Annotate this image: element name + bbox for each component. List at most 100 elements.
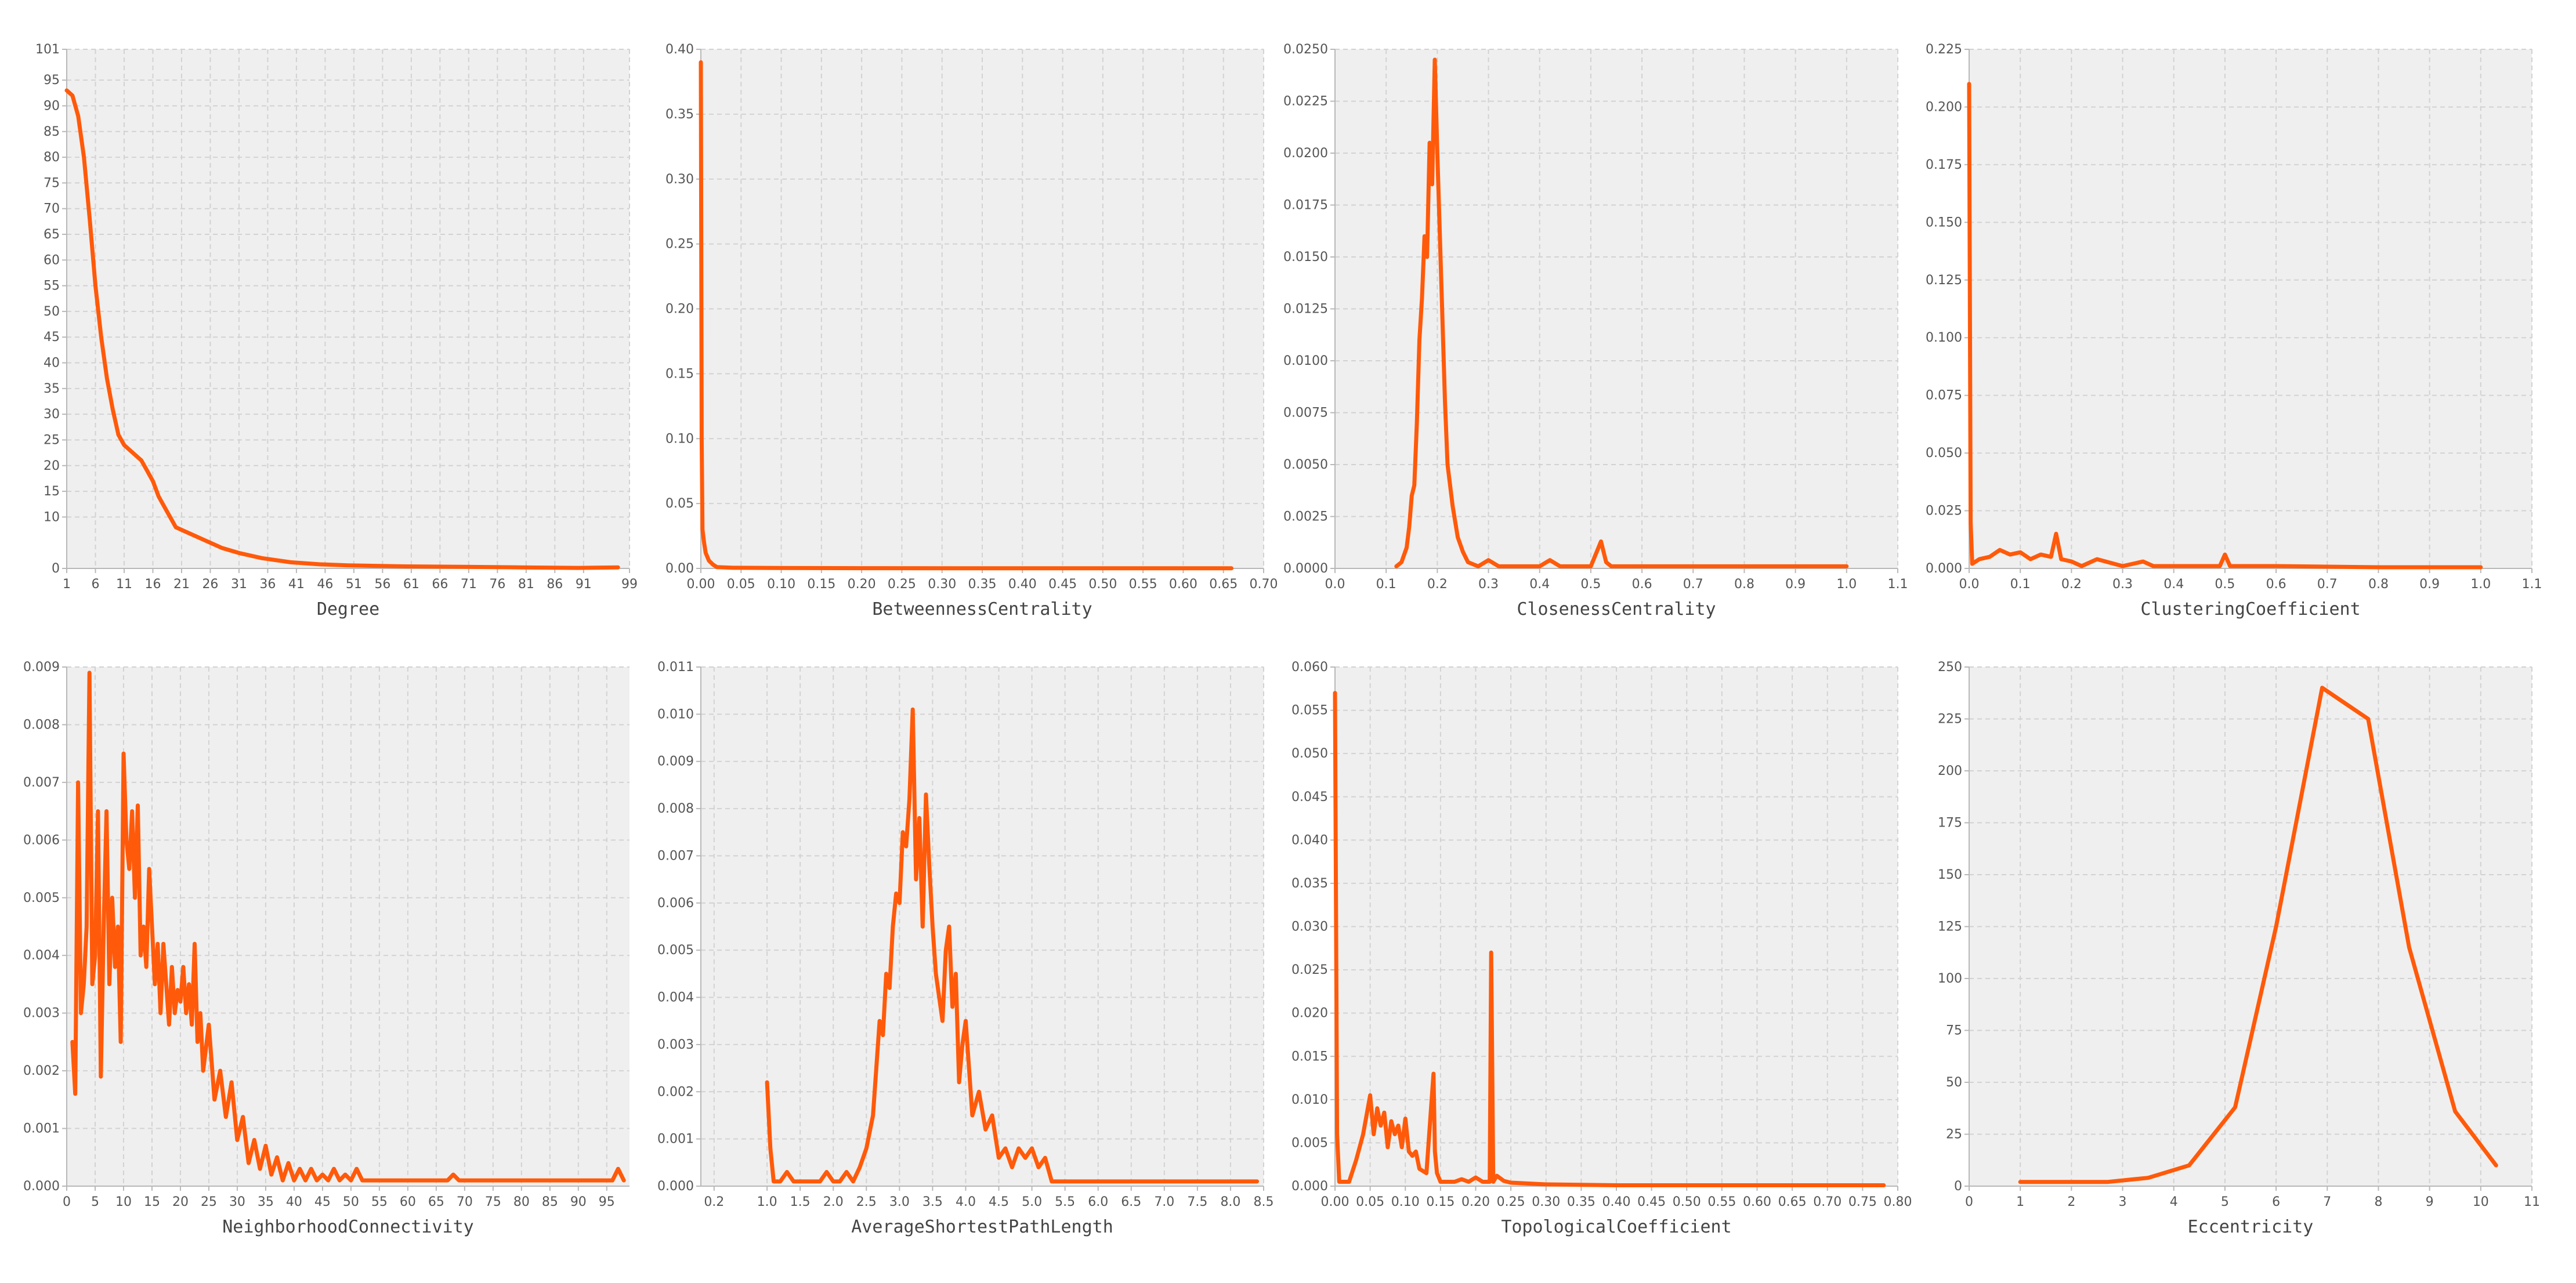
y-tick-label: 0.008 bbox=[657, 802, 694, 816]
y-tick-label: 0.035 bbox=[1291, 876, 1328, 891]
x-tick-label: 9 bbox=[2426, 1195, 2434, 1209]
x-tick-label: 3.5 bbox=[922, 1195, 943, 1209]
x-tick-label: 1.0 bbox=[757, 1195, 777, 1209]
y-tick-label: 0.006 bbox=[657, 896, 694, 911]
y-tick-label: 0.050 bbox=[1291, 746, 1328, 761]
y-tick-label: 95 bbox=[44, 73, 60, 88]
y-tick-label: 0.00 bbox=[665, 561, 694, 576]
y-tick-label: 25 bbox=[44, 433, 60, 447]
y-tick-label: 0.011 bbox=[657, 660, 694, 675]
x-tick-label: 75 bbox=[485, 1195, 501, 1209]
chart-svg: 1 6 11 16 21 26 31 36 41 46 51 56 61 66 71 76 81 86 91 9901… bbox=[35, 42, 638, 619]
x-tick-label: 1.1 bbox=[2522, 577, 2542, 592]
x-tick-label: 0.10 bbox=[767, 577, 795, 592]
x-tick-label: 1.5 bbox=[790, 1195, 811, 1209]
x-tick-label: 0.30 bbox=[1532, 1195, 1560, 1209]
y-tick-label: 0.35 bbox=[665, 107, 694, 122]
x-tick-label: 0.70 bbox=[1813, 1195, 1841, 1209]
series-line bbox=[1394, 57, 1849, 568]
x-tick-label: 6.5 bbox=[1121, 1195, 1141, 1209]
y-tick-label: 0.004 bbox=[657, 991, 694, 1005]
series-line bbox=[1333, 691, 1886, 1187]
y-tick-label: 0.000 bbox=[1926, 561, 1962, 576]
chart-panel-clustering-coefficient: 0.0 0.1 0.2 0.3 0.4 0.5 0.6 0.7 0.8 0.9 1.0 1.1 0.00… bbox=[1926, 38, 2542, 632]
x-tick-label: 0.45 bbox=[1048, 577, 1077, 592]
y-tick-label: 10 bbox=[44, 510, 60, 524]
y-tick-label: 0.0150 bbox=[1283, 250, 1328, 264]
y-tick-label: 0.225 bbox=[1926, 42, 1962, 57]
x-tick-label: 0.60 bbox=[1169, 577, 1197, 592]
chart-panel-eccentricity: 0 1 2 3 4 5 6 7 8 9 10 11 0 25 50 75 100 125 150 175 200 225 2… bbox=[1934, 655, 2541, 1250]
x-tick-label: 0.3 bbox=[2112, 577, 2133, 592]
y-tick-label: 0.040 bbox=[1291, 833, 1328, 847]
y-tick-label: 175 bbox=[1938, 816, 1962, 831]
x-tick-label: 0.1 bbox=[2010, 577, 2031, 592]
x-tick-label: 0.9 bbox=[1785, 577, 1806, 592]
y-tick-label: 100 bbox=[1938, 972, 1962, 986]
x-tick-label: 85 bbox=[542, 1195, 558, 1209]
x-tick-label: 95 bbox=[599, 1195, 615, 1209]
x-tick-label: 3 bbox=[2119, 1195, 2127, 1209]
y-tick-label: 0.006 bbox=[23, 833, 60, 847]
y-tick-label: 0.075 bbox=[1926, 389, 1962, 403]
x-tick-label: 81 bbox=[518, 577, 534, 592]
y-tick-label: 0.003 bbox=[23, 1006, 60, 1021]
x-tick-label: 0.05 bbox=[727, 577, 755, 592]
y-tick-label: 50 bbox=[1946, 1075, 1962, 1090]
x-tick-label: 0.25 bbox=[888, 577, 916, 592]
x-axis-title: NeighborhoodConnectivity bbox=[222, 1217, 473, 1237]
x-tick-label: 4 bbox=[2170, 1195, 2178, 1209]
y-tick-label: 25 bbox=[1946, 1128, 1962, 1142]
y-tick-label: 0.008 bbox=[23, 717, 60, 732]
y-tick-label: 0.0000 bbox=[1283, 561, 1328, 576]
x-axis-title: ClosenessCentrality bbox=[1517, 599, 1716, 619]
x-tick-label: 0.9 bbox=[2419, 577, 2440, 592]
y-tick-label: 0.009 bbox=[23, 660, 60, 675]
x-tick-label: 10 bbox=[2473, 1195, 2489, 1209]
y-tick-label: 0.005 bbox=[23, 891, 60, 905]
x-tick-label: 21 bbox=[173, 577, 190, 592]
x-tick-label: 0.05 bbox=[1356, 1195, 1384, 1209]
y-tick-label: 45 bbox=[44, 330, 60, 345]
x-tick-label: 11 bbox=[2524, 1195, 2540, 1209]
y-tick-label: 0.0225 bbox=[1283, 95, 1328, 109]
plot-area bbox=[1969, 49, 2532, 568]
x-tick-label: 2.5 bbox=[856, 1195, 877, 1209]
plot-area bbox=[67, 667, 629, 1186]
y-tick-label: 0.10 bbox=[665, 432, 694, 446]
x-tick-label: 46 bbox=[317, 577, 333, 592]
x-tick-label: 0.00 bbox=[1321, 1195, 1349, 1209]
y-tick-label: 90 bbox=[44, 99, 60, 113]
x-axis-title: BetweennessCentrality bbox=[872, 599, 1092, 619]
chart-svg: 0.0 0.1 0.2 0.3 0.4 0.5 0.6 0.7 0.8 0.9 1.0 1.1 0.00… bbox=[1926, 42, 2542, 619]
x-tick-label: 0.3 bbox=[1478, 577, 1499, 592]
x-tick-label: 40 bbox=[286, 1195, 302, 1209]
x-tick-label: 70 bbox=[457, 1195, 473, 1209]
x-tick-label: 1.0 bbox=[1836, 577, 1857, 592]
x-tick-label: 99 bbox=[621, 577, 638, 592]
x-tick-label: 0.40 bbox=[1008, 577, 1037, 592]
x-tick-label: 0.65 bbox=[1209, 577, 1238, 592]
x-tick-label: 4.5 bbox=[989, 1195, 1009, 1209]
x-tick-label: 0.7 bbox=[1683, 577, 1703, 592]
x-tick-label: 60 bbox=[400, 1195, 416, 1209]
y-tick-label: 0.40 bbox=[665, 42, 694, 57]
x-tick-label: 0.15 bbox=[1426, 1195, 1455, 1209]
x-tick-label: 5.5 bbox=[1055, 1195, 1075, 1209]
plot-area bbox=[67, 49, 629, 568]
y-tick-label: 60 bbox=[44, 253, 60, 267]
x-tick-label: 8 bbox=[2374, 1195, 2382, 1209]
x-tick-label: 0.6 bbox=[1632, 577, 1652, 592]
x-tick-label: 0.2 bbox=[2061, 577, 2082, 592]
x-tick-label: 7 bbox=[2323, 1195, 2331, 1209]
y-tick-label: 0.150 bbox=[1926, 215, 1962, 230]
chart-svg: 0.2 1.0 1.5 2.0 2.5 3.0 3.5 4.0 4.5 5.0 5.5 6.0 6.5 7… bbox=[657, 660, 1273, 1237]
x-tick-label: 30 bbox=[229, 1195, 245, 1209]
chart-svg: 0.0 0.1 0.2 0.3 0.4 0.5 0.6 0.7 0.8 0.9 1.0 1.1 0.00… bbox=[1283, 42, 1908, 619]
x-tick-label: 31 bbox=[231, 577, 247, 592]
y-tick-label: 0.050 bbox=[1926, 446, 1962, 461]
x-tick-label: 5 bbox=[2221, 1195, 2229, 1209]
x-tick-label: 90 bbox=[570, 1195, 587, 1209]
y-tick-label: 125 bbox=[1938, 920, 1962, 934]
y-tick-label: 70 bbox=[44, 202, 60, 216]
